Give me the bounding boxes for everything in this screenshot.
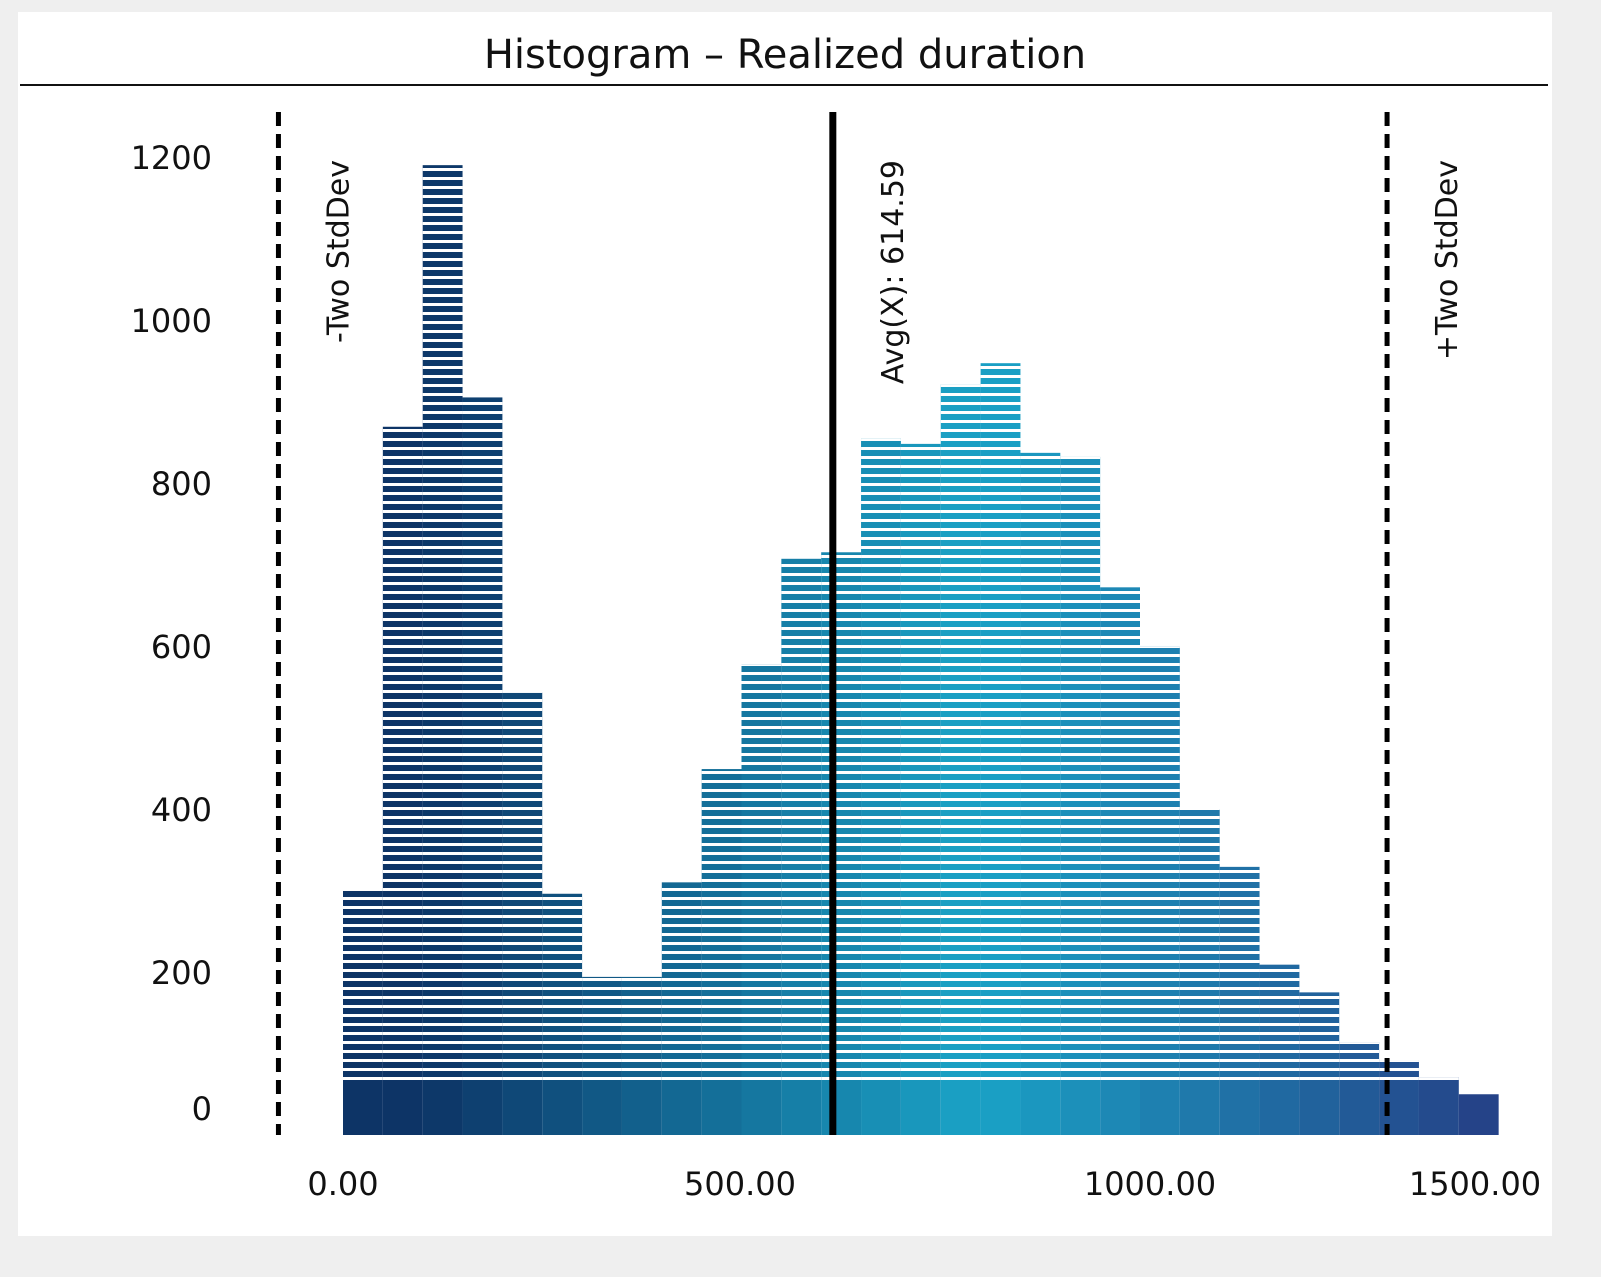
histogram-bar bbox=[1179, 809, 1220, 1135]
histogram-bar bbox=[1020, 452, 1061, 1136]
histogram-bar bbox=[741, 664, 782, 1135]
y-tick-label: 1200 bbox=[131, 139, 212, 177]
y-tick-label: 800 bbox=[151, 465, 212, 503]
histogram-bar bbox=[1299, 992, 1340, 1135]
y-tick-label: 200 bbox=[151, 954, 212, 992]
histogram-bar bbox=[502, 692, 543, 1135]
x-tick-label: 0.00 bbox=[307, 1165, 378, 1203]
histogram-bar bbox=[821, 552, 862, 1135]
histogram-bar bbox=[1219, 866, 1260, 1135]
y-tick-label: 600 bbox=[151, 628, 212, 666]
reference-line-label: Avg(X): 614.59 bbox=[876, 160, 911, 384]
histogram-bar bbox=[1100, 587, 1140, 1135]
histogram-bar bbox=[343, 890, 383, 1135]
histogram-bar bbox=[462, 397, 503, 1135]
histogram-bar bbox=[1458, 1094, 1499, 1135]
histogram-bar bbox=[940, 384, 981, 1135]
y-tick-label: 400 bbox=[151, 791, 212, 829]
bars-group bbox=[343, 165, 1499, 1136]
histogram-bar bbox=[582, 976, 622, 1135]
y-tick-label: 0 bbox=[192, 1090, 212, 1128]
histogram-bar bbox=[861, 438, 901, 1135]
x-axis: 0.00 500.00 1000.00 1500.00 bbox=[307, 1165, 1541, 1203]
x-tick-label: 1500.00 bbox=[1409, 1165, 1541, 1203]
reference-line-label: +Two StdDev bbox=[1430, 160, 1465, 360]
histogram-bar bbox=[661, 882, 702, 1135]
histogram-bar bbox=[1060, 456, 1101, 1135]
chart-title: Histogram – Realized duration bbox=[484, 32, 1086, 78]
histogram-bar bbox=[900, 443, 941, 1135]
x-tick-label: 1000.00 bbox=[1084, 1165, 1216, 1203]
histogram-bar bbox=[781, 558, 822, 1135]
reference-line-label: -Two StdDev bbox=[321, 160, 356, 343]
histogram-bar bbox=[422, 165, 463, 1135]
histogram-bar bbox=[542, 893, 583, 1135]
histogram-bar bbox=[1259, 964, 1300, 1135]
histogram-bar bbox=[980, 363, 1021, 1135]
histogram-bar bbox=[621, 976, 662, 1135]
y-axis: 0 200 400 600 800 1000 1200 bbox=[131, 139, 212, 1128]
y-tick-label: 1000 bbox=[131, 302, 212, 340]
histogram-bar bbox=[1339, 1042, 1380, 1135]
histogram-bar bbox=[701, 769, 742, 1135]
x-tick-label: 500.00 bbox=[684, 1165, 796, 1203]
histogram-bar bbox=[382, 426, 423, 1135]
reference-lines-group: -Two StdDev Avg(X): 614.59 +Two StdDev bbox=[275, 112, 1465, 1135]
histogram-bar bbox=[1140, 646, 1180, 1135]
histogram-bar bbox=[1418, 1077, 1459, 1135]
